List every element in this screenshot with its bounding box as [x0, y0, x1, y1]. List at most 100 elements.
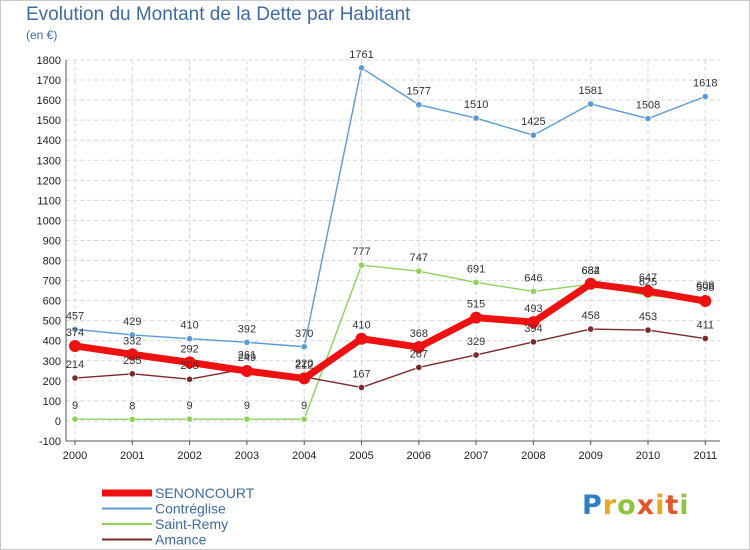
data-point [527, 316, 540, 329]
data-label: 608 [696, 280, 714, 292]
x-tick-label: 2000 [63, 450, 87, 462]
x-tick-label: 2011 [693, 450, 717, 462]
data-point [71, 325, 79, 333]
data-point [243, 338, 251, 346]
data-point [300, 343, 308, 351]
data-label: 370 [295, 328, 313, 340]
legend-label: Amance [155, 532, 207, 548]
data-label: 208 [180, 360, 198, 372]
data-label: 458 [582, 310, 600, 322]
data-label: 9 [187, 400, 193, 412]
y-tick-label: 0 [55, 416, 61, 428]
x-tick-label: 2005 [349, 450, 373, 462]
data-label: 429 [123, 316, 141, 328]
data-point [470, 311, 483, 324]
data-label: 515 [467, 299, 485, 311]
data-label: 493 [524, 303, 542, 315]
data-label: 1761 [349, 49, 373, 61]
data-label: 329 [467, 336, 485, 348]
y-tick-label: 400 [43, 336, 61, 348]
data-label: 410 [180, 320, 198, 332]
data-label: 646 [524, 272, 542, 284]
data-point [186, 335, 194, 343]
x-tick-label: 2003 [235, 450, 259, 462]
data-point [529, 287, 538, 296]
data-point [472, 278, 480, 286]
data-label: 598 [696, 282, 714, 294]
data-label: 167 [352, 368, 370, 380]
data-label: 214 [66, 359, 84, 371]
series-line-0 [71, 280, 709, 382]
x-tick-label: 2007 [464, 450, 488, 462]
data-label: 292 [180, 343, 198, 355]
x-tick-label: 2008 [521, 450, 545, 462]
data-label: 1510 [464, 99, 488, 111]
y-tick-label: 1000 [37, 215, 61, 227]
y-tick-label: 600 [43, 296, 61, 308]
x-tick-label: 2002 [177, 450, 201, 462]
data-label: 235 [123, 355, 141, 367]
y-tick-label: 300 [43, 356, 61, 368]
data-label: 1581 [578, 85, 602, 97]
data-point [357, 261, 366, 269]
data-label: 682 [582, 265, 600, 277]
legend-label: Contréglise [155, 501, 226, 517]
data-point [243, 415, 251, 423]
data-label: 368 [410, 328, 428, 340]
data-label: 8 [129, 400, 135, 412]
data-point [699, 295, 712, 308]
data-label: 747 [410, 252, 428, 264]
data-point [186, 375, 194, 383]
data-point [584, 277, 597, 290]
y-tick-label: 1300 [37, 155, 61, 167]
proxiti-logo: Proxiti [582, 490, 690, 521]
data-point [357, 383, 366, 392]
chart-subtitle: (en €) [26, 28, 58, 42]
data-point [529, 338, 538, 346]
y-tick-label: 1100 [37, 195, 61, 207]
data-label: 9 [244, 400, 250, 412]
series-line-3 [74, 328, 706, 389]
y-tick-label: 1400 [37, 135, 61, 147]
y-tick-label: 500 [43, 316, 61, 328]
y-tick-label: 700 [43, 276, 61, 288]
y-tick-label: -100 [39, 436, 61, 448]
data-point [472, 351, 480, 359]
data-label: 9 [72, 400, 78, 412]
data-point [300, 415, 308, 423]
x-tick-label: 2006 [407, 450, 431, 462]
data-label: 647 [639, 272, 657, 284]
data-point [415, 267, 423, 275]
data-point [183, 356, 196, 369]
data-point [701, 92, 709, 101]
data-label: 691 [467, 263, 485, 275]
data-point [298, 372, 311, 385]
data-label: 9 [301, 400, 307, 412]
data-label: 1618 [693, 77, 717, 89]
x-tick-label: 2010 [636, 450, 660, 462]
y-tick-label: 200 [43, 376, 61, 388]
data-label: 220 [295, 358, 313, 370]
data-point [71, 374, 79, 382]
data-label: 410 [352, 320, 370, 332]
data-point [642, 285, 654, 298]
x-tick-label: 2009 [578, 450, 602, 462]
data-point [355, 332, 368, 345]
y-tick-label: 1700 [37, 75, 61, 87]
y-tick-label: 900 [43, 235, 61, 247]
data-point [240, 365, 253, 378]
data-point [529, 131, 538, 139]
data-point [587, 100, 595, 108]
data-point [128, 415, 136, 423]
data-label: 457 [66, 310, 84, 322]
y-tick-label: 800 [43, 256, 61, 268]
y-tick-label: 100 [43, 396, 61, 408]
data-label: 249 [238, 352, 256, 364]
data-point [644, 114, 652, 123]
data-label: 394 [524, 323, 542, 335]
data-label: 267 [410, 348, 428, 360]
data-point [128, 370, 136, 378]
data-label: 1577 [407, 86, 431, 98]
